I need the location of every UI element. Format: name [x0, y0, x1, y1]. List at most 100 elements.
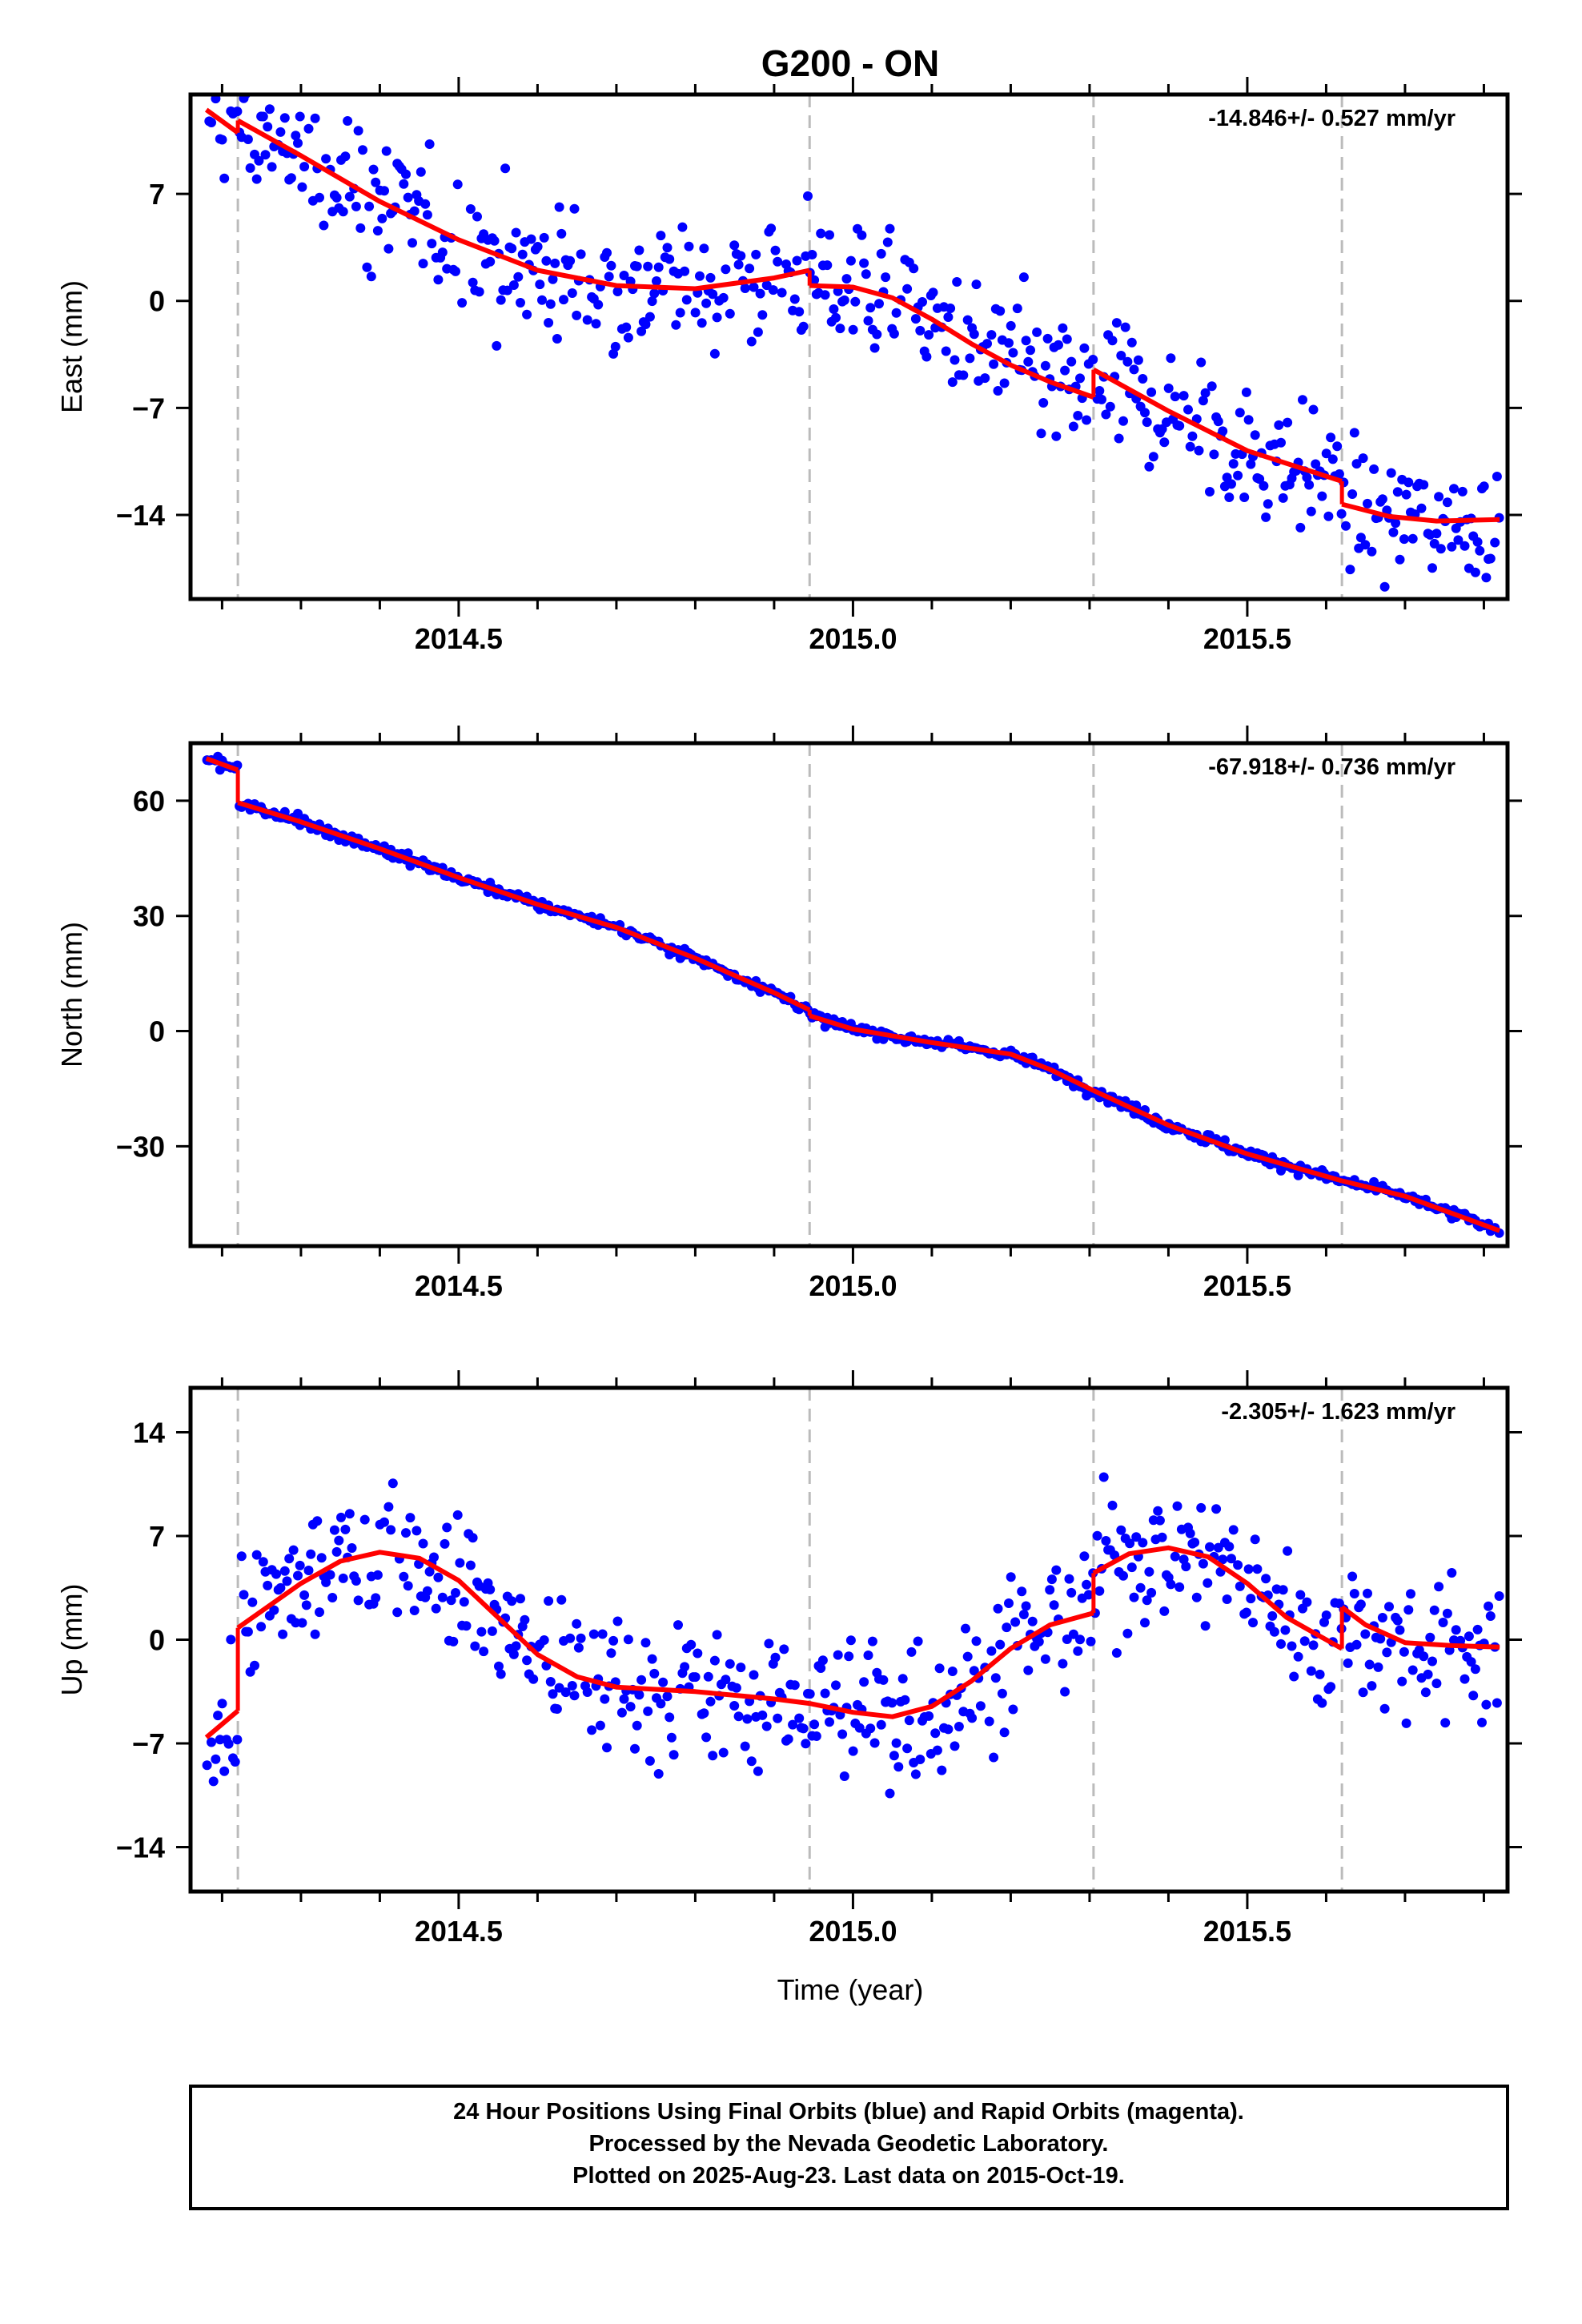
- data-point: [999, 378, 1010, 388]
- data-point: [256, 1622, 267, 1632]
- data-point: [310, 113, 320, 123]
- data-point: [1477, 1717, 1487, 1727]
- data-point: [535, 279, 545, 290]
- data-point: [910, 1769, 921, 1779]
- data-point: [340, 1524, 351, 1534]
- data-point: [1066, 356, 1077, 367]
- data-point: [1397, 1676, 1407, 1687]
- data-point: [701, 298, 712, 308]
- data-point: [1355, 1599, 1366, 1610]
- data-point: [1004, 338, 1014, 348]
- data-point: [1133, 355, 1143, 365]
- data-point: [1449, 484, 1459, 494]
- data-point: [548, 274, 558, 284]
- data-point: [850, 296, 861, 307]
- data-point: [745, 263, 755, 274]
- data-point: [489, 235, 500, 246]
- plot-frame: [188, 741, 1510, 1248]
- data-point: [1107, 1500, 1118, 1510]
- data-point: [420, 199, 431, 209]
- data-point: [1082, 415, 1092, 425]
- data-point: [565, 1633, 576, 1643]
- data-point: [680, 266, 690, 276]
- data-point: [1154, 1515, 1165, 1526]
- y-tick-label: 7: [149, 178, 165, 211]
- data-point: [619, 271, 629, 280]
- data-point: [1010, 1617, 1021, 1627]
- data-point: [271, 65, 281, 74]
- data-point: [1060, 365, 1070, 376]
- data-point: [1006, 1572, 1016, 1582]
- model-segment: [1340, 1605, 1500, 1650]
- data-point: [1263, 499, 1273, 509]
- data-point: [718, 292, 729, 303]
- data-point: [387, 1478, 398, 1489]
- data-point: [1196, 357, 1207, 368]
- data-point: [437, 1592, 448, 1602]
- data-point: [492, 340, 502, 351]
- data-point: [334, 1535, 344, 1546]
- data-point: [572, 1618, 582, 1629]
- data-point: [733, 259, 744, 270]
- data-point: [1129, 364, 1139, 375]
- data-point: [649, 1668, 660, 1679]
- data-point: [1453, 535, 1464, 545]
- data-point: [1367, 546, 1377, 557]
- data-point: [1018, 272, 1029, 283]
- data-point: [408, 238, 417, 248]
- data-point: [299, 1590, 310, 1600]
- data-point: [1040, 360, 1050, 371]
- data-point: [487, 1626, 497, 1636]
- north-rate-label: -67.918+/- 0.736 mm/yr: [1208, 754, 1456, 780]
- data-point: [845, 1635, 856, 1646]
- data-point: [222, 74, 231, 84]
- data-point: [962, 1651, 973, 1662]
- data-point: [306, 1549, 316, 1559]
- data-point: [1086, 1636, 1096, 1647]
- data-point: [1317, 1698, 1327, 1708]
- x-axis-label: Time (year): [777, 1973, 924, 2006]
- data-point: [1120, 322, 1130, 332]
- data-point: [295, 111, 305, 122]
- data-point: [1190, 1538, 1200, 1547]
- data-point: [746, 1756, 757, 1767]
- data-point: [788, 1719, 798, 1730]
- data-point: [303, 1566, 314, 1575]
- data-point: [431, 1603, 441, 1614]
- data-point: [844, 1651, 854, 1662]
- data-point: [1126, 337, 1137, 348]
- data-point: [433, 1572, 444, 1582]
- data-point: [1334, 469, 1344, 479]
- data-point: [865, 1723, 876, 1734]
- data-point: [1046, 1574, 1057, 1585]
- data-point: [1298, 395, 1307, 405]
- data-point: [572, 310, 582, 320]
- data-point: [1006, 320, 1016, 331]
- data-point: [1391, 518, 1401, 529]
- data-point: [636, 326, 647, 336]
- data-point: [1267, 1610, 1278, 1621]
- data-point: [801, 1739, 811, 1749]
- data-point: [859, 1677, 869, 1687]
- data-point: [736, 1663, 746, 1673]
- up-points: [202, 1472, 1504, 1799]
- data-point: [1018, 1610, 1029, 1619]
- data-point: [673, 1620, 683, 1630]
- data-point: [500, 163, 511, 174]
- data-point: [576, 1633, 586, 1643]
- data-point: [593, 300, 604, 310]
- data-point: [1246, 459, 1256, 469]
- data-point: [705, 1696, 716, 1707]
- data-point: [1472, 537, 1483, 547]
- data-point: [887, 1698, 897, 1708]
- data-point: [1068, 421, 1078, 432]
- data-point: [409, 1606, 420, 1615]
- data-point: [625, 1702, 636, 1712]
- data-point: [440, 1538, 450, 1549]
- data-point: [511, 227, 521, 238]
- data-point: [355, 223, 366, 233]
- data-point: [588, 1629, 599, 1639]
- data-point: [647, 1654, 657, 1664]
- data-point: [293, 808, 303, 818]
- data-point: [640, 320, 651, 329]
